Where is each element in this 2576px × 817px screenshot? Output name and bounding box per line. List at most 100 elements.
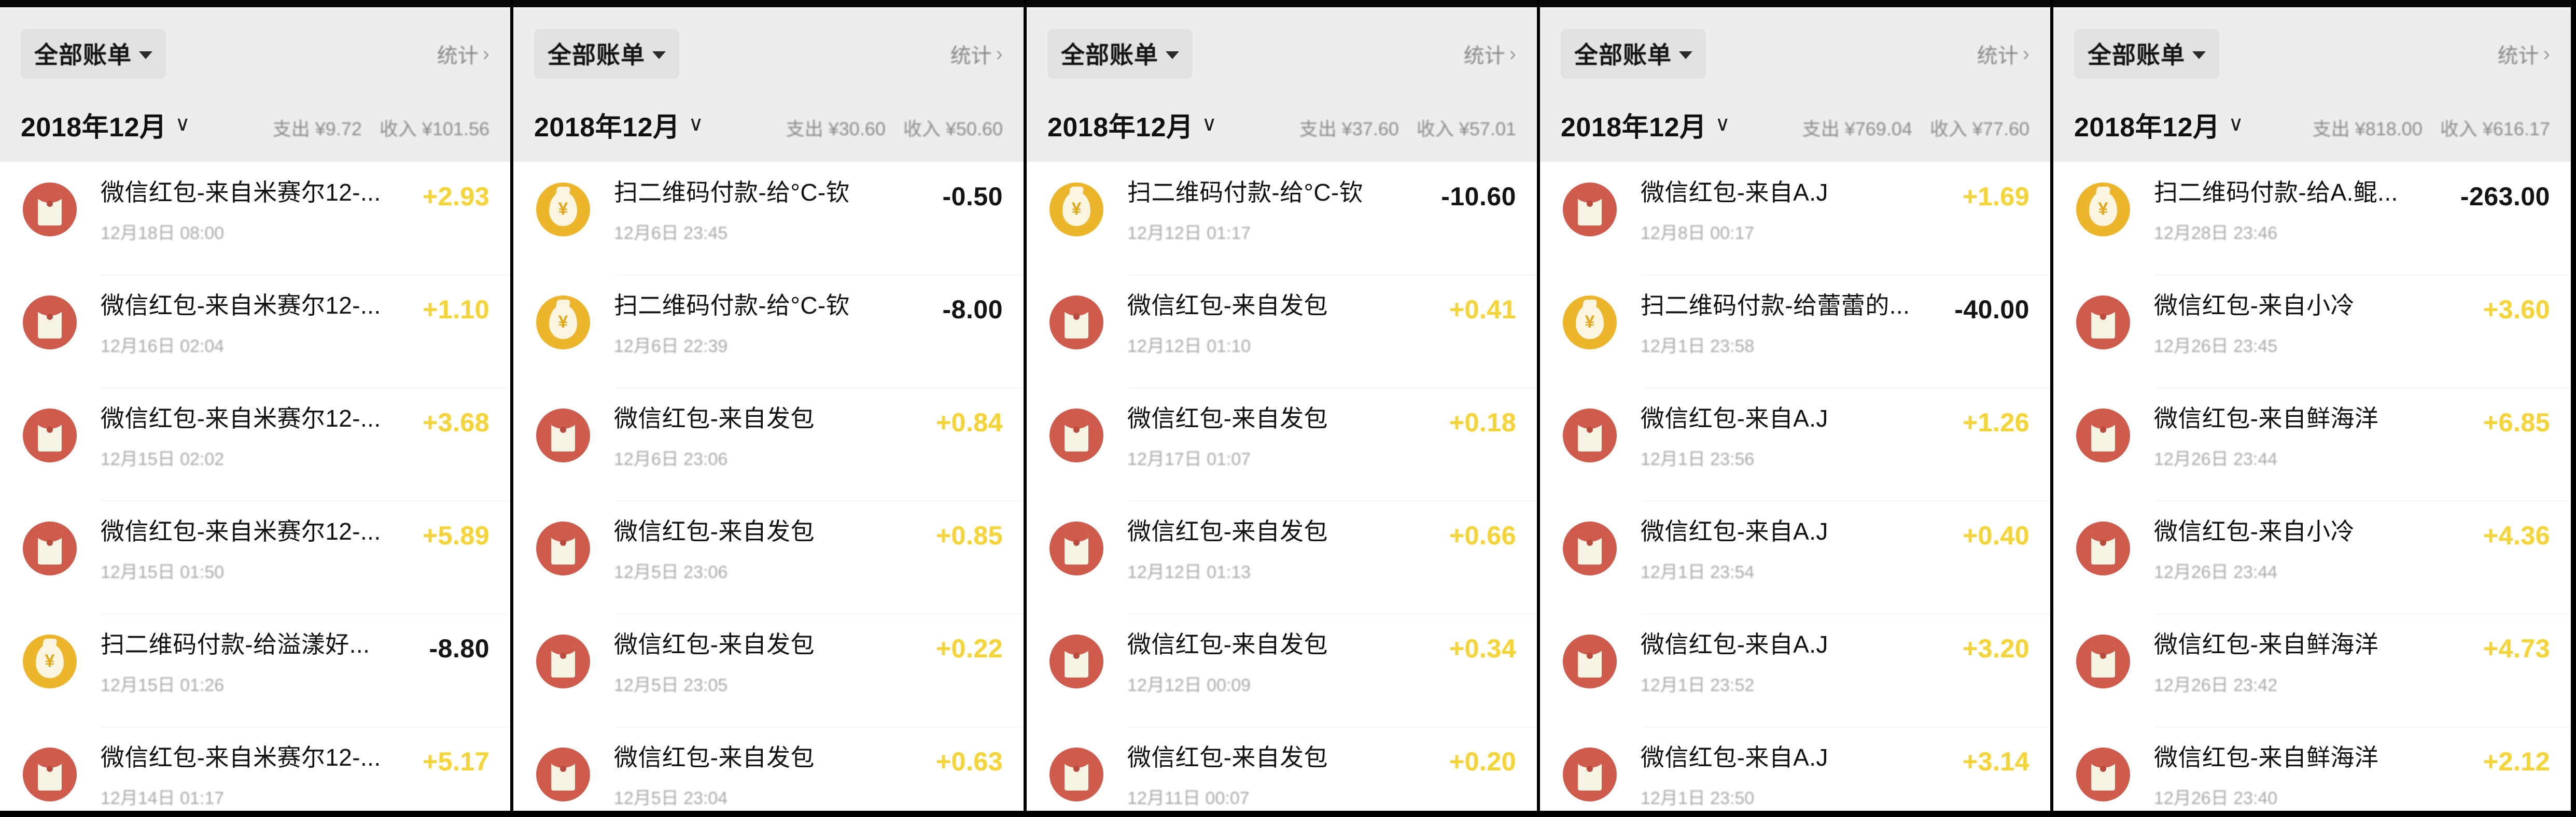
account-selector-label: 全部账单 — [1574, 41, 1672, 68]
month-selector[interactable]: 2018年12月 ∨ — [21, 105, 190, 144]
envelope-glyph — [1065, 419, 1088, 452]
transaction-row[interactable]: 微信红包-来自A.J 12月1日 23:56 +1.26 — [1540, 388, 2050, 501]
transaction-row[interactable]: 微信红包-来自A.J 12月1日 23:54 +0.40 — [1540, 501, 2050, 614]
transaction-info: 微信红包-来自发包 12月12日 00:09 — [1127, 631, 1449, 696]
transaction-info: 微信红包-来自A.J 12月1日 23:54 — [1641, 518, 1963, 583]
transaction-title: 微信红包-来自鲜海洋 — [2154, 405, 2379, 432]
red-packet-icon — [536, 522, 590, 575]
transaction-list: 微信红包-来自A.J 12月8日 00:17 +1.69 扫二维码付款-给蕾蕾的...… — [1540, 162, 2050, 817]
account-selector[interactable]: 全部账单 — [534, 29, 679, 79]
month-selector[interactable]: 2018年12月 ∨ — [2074, 105, 2244, 144]
transaction-row[interactable]: 微信红包-来自发包 12月12日 01:13 +0.66 — [1027, 501, 1537, 614]
transaction-icon-wrap — [23, 635, 77, 688]
transaction-row[interactable]: 微信红包-来自A.J 12月8日 00:17 +1.69 — [1540, 162, 2050, 275]
month-selector[interactable]: 2018年12月 ∨ — [534, 105, 704, 144]
income-total: 收入 ¥101.56 — [379, 118, 489, 139]
transaction-info: 微信红包-来自A.J 12月8日 00:17 — [1641, 179, 1963, 244]
expense-total: 支出 ¥818.00 — [2312, 118, 2423, 139]
transaction-icon-wrap — [2076, 748, 2130, 801]
month-selector[interactable]: 2018年12月 ∨ — [1047, 105, 1217, 144]
qr-payment-icon — [536, 182, 590, 236]
transaction-row[interactable]: 微信红包-来自发包 12月11日 00:07 +0.20 — [1027, 727, 1537, 817]
transaction-icon-wrap — [1563, 295, 1617, 349]
red-packet-icon — [1563, 182, 1617, 236]
account-selector-label: 全部账单 — [2088, 41, 2185, 68]
transaction-row[interactable]: 微信红包-来自鲜海洋 12月26日 23:40 +2.12 — [2053, 727, 2571, 817]
transaction-info: 微信红包-来自米赛尔12-... 12月15日 02:02 — [101, 405, 423, 470]
account-selector[interactable]: 全部账单 — [1047, 29, 1193, 79]
transaction-row[interactable]: 微信红包-来自米赛尔12-... 12月14日 01:17 +5.17 — [0, 727, 510, 817]
transaction-row[interactable]: 微信红包-来自发包 12月5日 23:05 +0.22 — [513, 614, 1024, 727]
transaction-row[interactable]: 扫二维码付款-给溢漾好... 12月15日 01:26 -8.80 — [0, 614, 510, 727]
stats-link[interactable]: 统计 › — [437, 39, 489, 69]
transaction-title: 微信红包-来自米赛尔12-... — [101, 744, 381, 771]
transaction-row[interactable]: 微信红包-来自鲜海洋 12月26日 23:44 +6.85 — [2053, 388, 2571, 501]
transaction-row[interactable]: 微信红包-来自发包 12月6日 23:06 +0.84 — [513, 388, 1024, 501]
red-packet-icon — [23, 182, 77, 236]
transaction-title: 扫二维码付款-给溢漾好... — [101, 631, 370, 658]
transaction-row[interactable]: 微信红包-来自A.J 12月1日 23:52 +3.20 — [1540, 614, 2050, 727]
transaction-row[interactable]: 微信红包-来自小冷 12月26日 23:44 +4.36 — [2053, 501, 2571, 614]
red-packet-icon — [23, 295, 77, 349]
stats-link[interactable]: 统计 › — [1464, 39, 1516, 69]
transaction-timestamp: 12月26日 23:40 — [2154, 788, 2278, 808]
transaction-info: 微信红包-来自鲜海洋 12月26日 23:40 — [2154, 744, 2483, 809]
transaction-info: 微信红包-来自小冷 12月26日 23:44 — [2154, 518, 2483, 583]
transaction-info: 扫二维码付款-给°C-钦 12月12日 01:17 — [1127, 179, 1441, 244]
red-packet-icon — [2076, 522, 2130, 575]
transaction-row[interactable]: 扫二维码付款-给°C-钦 12月6日 23:45 -0.50 — [513, 162, 1024, 275]
transaction-row[interactable]: 微信红包-来自米赛尔12-... 12月18日 08:00 +2.93 — [0, 162, 510, 275]
month-selector[interactable]: 2018年12月 ∨ — [1561, 105, 1730, 144]
transaction-row[interactable]: 扫二维码付款-给A.鲲... 12月28日 23:46 -263.00 — [2053, 162, 2571, 275]
chevron-right-icon: › — [996, 43, 1003, 65]
stats-link[interactable]: 统计 › — [950, 39, 1003, 69]
transaction-info: 微信红包-来自发包 12月5日 23:06 — [614, 518, 936, 583]
account-selector[interactable]: 全部账单 — [2074, 29, 2219, 79]
stats-link[interactable]: 统计 › — [1977, 39, 2029, 69]
stats-link[interactable]: 统计 › — [2498, 39, 2550, 69]
nav-bar-spacer — [1027, 7, 1537, 11]
transaction-row[interactable]: 微信红包-来自米赛尔12-... 12月16日 02:04 +1.10 — [0, 275, 510, 388]
transaction-amount: -8.80 — [429, 634, 489, 663]
envelope-glyph — [38, 419, 62, 452]
transaction-info: 微信红包-来自米赛尔12-... 12月15日 01:50 — [101, 518, 423, 583]
transaction-amount: +0.66 — [1449, 521, 1516, 550]
header-top-row: 全部账单 统计 › — [2074, 29, 2550, 79]
caret-down-icon — [1166, 51, 1179, 59]
caret-down-icon — [2192, 51, 2206, 59]
transaction-row[interactable]: 扫二维码付款-给°C-钦 12月6日 22:39 -8.00 — [513, 275, 1024, 388]
transaction-row[interactable]: 微信红包-来自发包 12月12日 00:09 +0.34 — [1027, 614, 1537, 727]
transaction-amount: +3.60 — [2483, 295, 2550, 324]
transaction-row[interactable]: 微信红包-来自米赛尔12-... 12月15日 02:02 +3.68 — [0, 388, 510, 501]
envelope-glyph — [38, 758, 62, 791]
caret-down-icon — [139, 51, 152, 59]
bill-panel-1: 全部账单 统计 › 2018年12月 ∨ 支出 ¥9.72 收入 ¥101.56 微信红包-来… — [0, 0, 513, 817]
transaction-row[interactable]: 微信红包-来自米赛尔12-... 12月15日 01:50 +5.89 — [0, 501, 510, 614]
qr-payment-icon — [23, 635, 77, 688]
transaction-icon-wrap — [1563, 522, 1617, 575]
transaction-row[interactable]: 微信红包-来自小冷 12月26日 23:45 +3.60 — [2053, 275, 2571, 388]
header-bottom-row: 2018年12月 ∨ 支出 ¥30.60 收入 ¥50.60 — [534, 105, 1003, 144]
transaction-row[interactable]: 微信红包-来自发包 12月5日 23:04 +0.63 — [513, 727, 1024, 817]
transaction-row[interactable]: 微信红包-来自鲜海洋 12月26日 23:42 +4.73 — [2053, 614, 2571, 727]
red-packet-icon — [1563, 408, 1617, 462]
transaction-row[interactable]: 扫二维码付款-给蕾蕾的... 12月1日 23:58 -40.00 — [1540, 275, 2050, 388]
transaction-row[interactable]: 微信红包-来自A.J 12月1日 23:50 +3.14 — [1540, 727, 2050, 817]
nav-bar-spacer — [513, 7, 1024, 11]
account-selector[interactable]: 全部账单 — [21, 29, 166, 79]
transaction-icon-wrap — [1049, 182, 1103, 236]
transaction-icon-wrap — [1049, 408, 1103, 462]
transaction-title: 微信红包-来自米赛尔12-... — [101, 518, 381, 545]
nav-bar-spacer — [2053, 7, 2571, 11]
month-selector-label: 2018年12月 — [1561, 112, 1707, 143]
status-bar — [513, 0, 1024, 7]
transaction-row[interactable]: 微信红包-来自发包 12月5日 23:06 +0.85 — [513, 501, 1024, 614]
status-bar — [2053, 0, 2571, 7]
transaction-row[interactable]: 微信红包-来自发包 12月17日 01:07 +0.18 — [1027, 388, 1537, 501]
month-totals: 支出 ¥30.60 收入 ¥50.60 — [786, 114, 1003, 144]
transaction-amount: +0.85 — [935, 521, 1003, 550]
account-selector[interactable]: 全部账单 — [1561, 29, 1706, 79]
transaction-row[interactable]: 微信红包-来自发包 12月12日 01:10 +0.41 — [1027, 275, 1537, 388]
transaction-row[interactable]: 扫二维码付款-给°C-钦 12月12日 01:17 -10.60 — [1027, 162, 1537, 275]
transaction-timestamp: 12月28日 23:46 — [2154, 223, 2278, 243]
